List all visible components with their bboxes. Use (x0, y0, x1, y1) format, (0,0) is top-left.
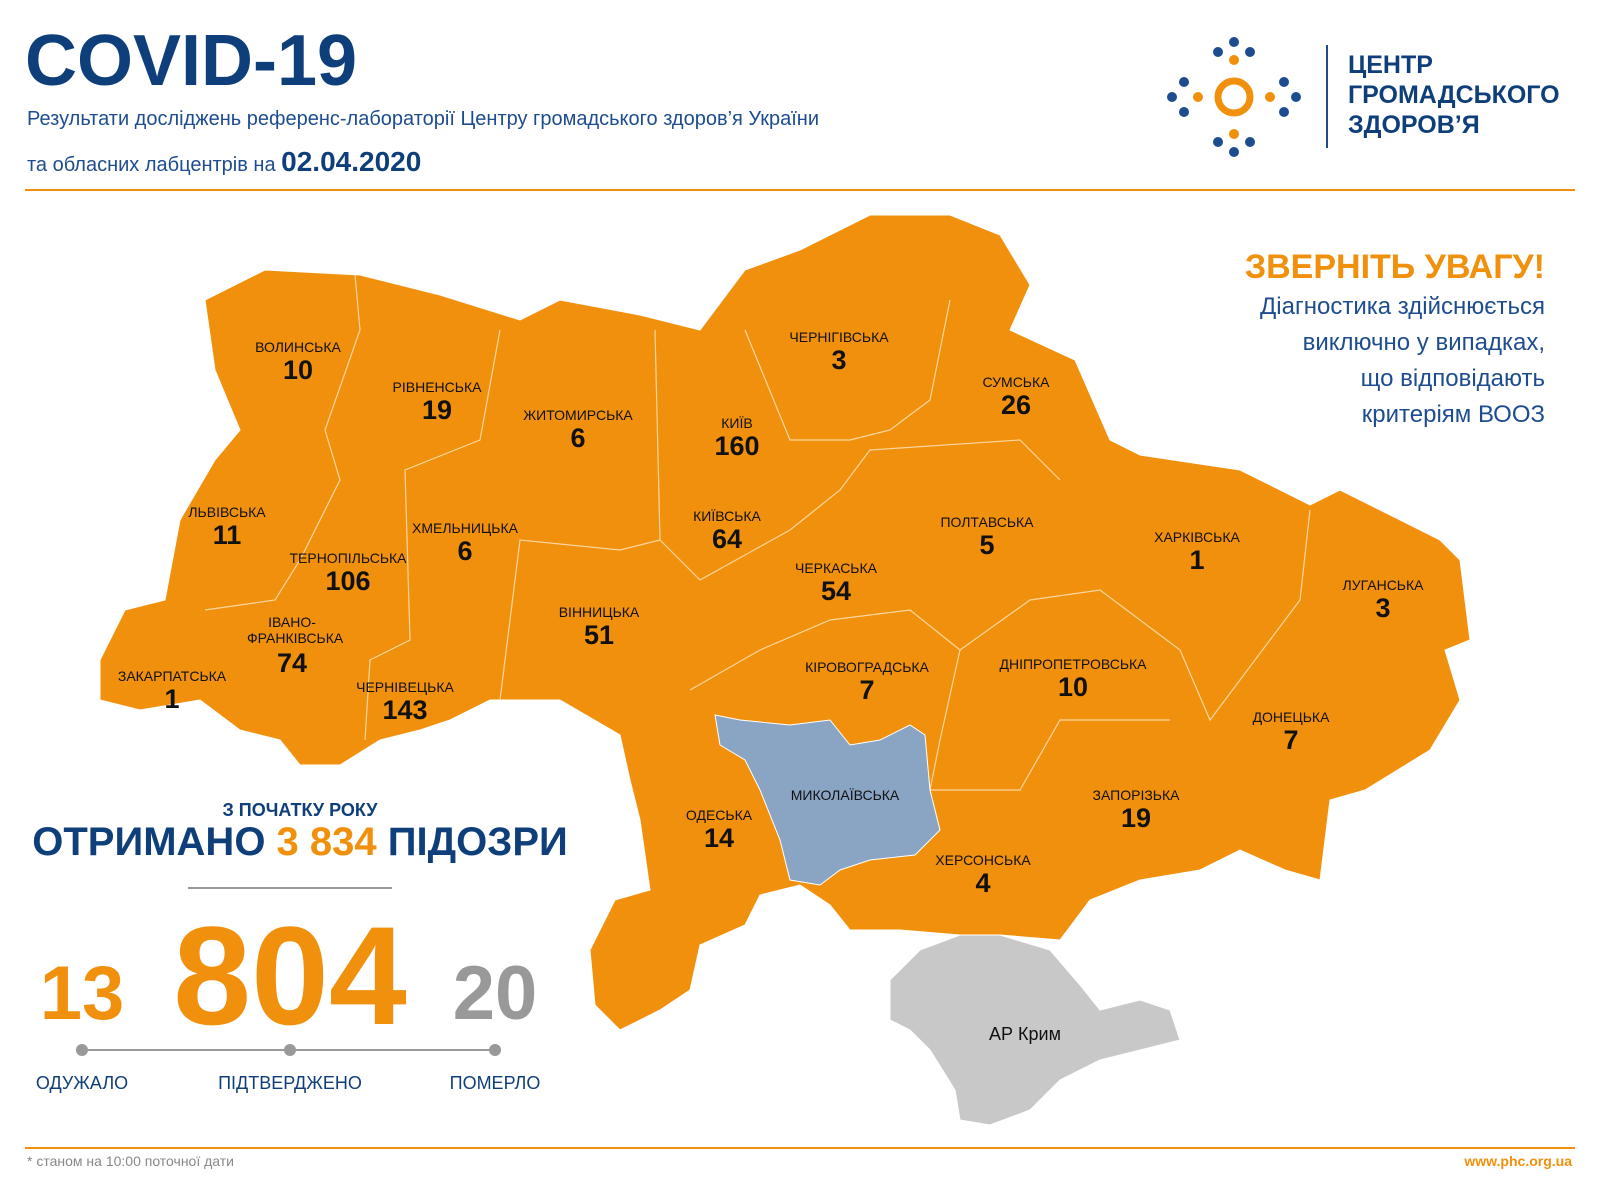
region-name: ОДЕСЬКА (685, 807, 753, 823)
notice-line: критеріям ВООЗ (1361, 401, 1545, 428)
received-label: ОТРИМАНО (32, 820, 266, 864)
region-count: 74 (276, 648, 308, 678)
recovered-label: ОДУЖАЛО (35, 1073, 129, 1093)
confirmed: 804 (173, 897, 407, 1054)
died-label: ПОМЕРЛО (449, 1073, 541, 1093)
region-count: 6 (457, 536, 473, 566)
region-count: 6 (570, 423, 586, 453)
region-count: 3 (1375, 593, 1391, 623)
region-count: 3 (831, 345, 847, 375)
crimea (889, 934, 1181, 1126)
axis-dot (76, 1044, 88, 1056)
region-name: ЧЕРНІГІВСЬКА (789, 329, 889, 345)
axis-dot (489, 1044, 501, 1056)
region-name: ВІННИЦЬКА (558, 604, 640, 620)
recovered: 13 (39, 951, 125, 1036)
logo-line: ГРОМАДСЬКОГО (1348, 81, 1560, 109)
logo-mark (1167, 37, 1301, 157)
region-count: 64 (711, 524, 743, 554)
subtitle-text: та обласних лабцентрів на (27, 154, 276, 176)
suspicions: 3 834 (276, 820, 377, 864)
region-count: 19 (421, 395, 453, 425)
region-name: СУМСЬКА (982, 374, 1050, 390)
region-name: ПОЛТАВСЬКА (940, 514, 1034, 530)
region-name: ЖИТОМИРСЬКА (523, 407, 633, 423)
logo-line: ЦЕНТР (1348, 51, 1433, 79)
summary-caption: З ПОЧАТКУ РОКУ (222, 800, 378, 820)
region-borders (204, 274, 1311, 791)
region-count: 4 (975, 868, 991, 898)
subtitle: Результати досліджень референс-лаборатор… (27, 108, 819, 130)
region-name: ВОЛИНСЬКА (255, 339, 341, 355)
region-count: 106 (325, 566, 371, 596)
logo-line: ЗДОРОВ’Я (1348, 111, 1480, 139)
notice: ЗВЕРНІТЬ УВАГУ! Діагностика здійснюється… (1245, 245, 1545, 433)
date: 02.04.2020 (281, 146, 422, 177)
region-name: КІРОВОГРАДСЬКА (805, 659, 929, 675)
region-name: РІВНЕНСЬКА (392, 379, 482, 395)
region-name: ДОНЕЦЬКА (1252, 709, 1330, 725)
suspicions-label: ПІДОЗРИ (387, 820, 568, 864)
region-name: ХМЕЛЬНИЦЬКА (412, 520, 518, 536)
region-count: 7 (859, 675, 875, 705)
region-name: ІВАНО-ФРАНКІВСЬКА (247, 614, 344, 646)
region-count: 5 (979, 530, 995, 560)
region-name: КИЇВСЬКА (693, 508, 761, 524)
region-count: 14 (703, 823, 735, 853)
region-count: 19 (1120, 803, 1152, 833)
notice-line: що відповідають (1360, 365, 1545, 392)
region-count: 143 (382, 695, 428, 725)
axis-dot (284, 1044, 296, 1056)
region-name: ЧЕРКАСЬКА (795, 560, 877, 576)
logo-text: ЦЕНТР ГРОМАДСЬКОГО ЗДОРОВ’Я (1348, 50, 1560, 140)
died: 20 (452, 951, 538, 1036)
region-name: ТЕРНОПІЛЬСЬКА (289, 550, 407, 566)
region-name: МИКОЛАЇВСЬКА (790, 787, 900, 803)
region-name: ЛЬВІВСЬКА (188, 504, 266, 520)
region-name: ЧЕРНІВЕЦЬКА (356, 679, 454, 695)
region-count: 10 (1057, 672, 1089, 702)
region-count: 54 (820, 576, 852, 606)
subtitle: та обласних лабцентрів на 02.04.2020 (27, 146, 421, 178)
notice-line: виключно у випадках, (1302, 329, 1545, 356)
ukraine-map (99, 214, 1471, 1031)
notice-title: ЗВЕРНІТЬ УВАГУ! (1244, 248, 1545, 286)
region-count: 26 (1000, 390, 1032, 420)
region-count: 51 (583, 620, 615, 650)
mykolaiv-region (714, 714, 941, 886)
crimea-label: АР Крим (989, 1024, 1061, 1044)
region-name: ХАРКІВСЬКА (1154, 529, 1240, 545)
footer-url: www.phc.org.ua (1464, 1153, 1572, 1169)
region-count: 10 (282, 355, 314, 385)
notice-line: Діагностика здійснюється (1260, 293, 1545, 320)
region-count: 11 (212, 520, 242, 550)
region-name: ХЕРСОНСЬКА (935, 852, 1031, 868)
region-name: ДНІПРОПЕТРОВСЬКА (999, 656, 1147, 672)
region-count: 160 (714, 431, 760, 461)
confirmed-label: ПІДТВЕРДЖЕНО (218, 1073, 362, 1093)
summary-headline: ОТРИМАНО 3 834 ПІДОЗРИ (32, 820, 568, 865)
title: COVID-19 (25, 21, 358, 101)
footer-note: * станом на 10:00 поточної дати (27, 1153, 235, 1169)
region-name: КИЇВ (721, 415, 753, 431)
region-count: 1 (164, 684, 180, 714)
region-name: ЗАПОРІЗЬКА (1092, 787, 1180, 803)
region-name: ЗАКАРПАТСЬКА (117, 668, 227, 684)
region-count: 1 (1189, 545, 1205, 575)
region-name: ЛУГАНСЬКА (1342, 577, 1424, 593)
region-count: 7 (1283, 725, 1299, 755)
